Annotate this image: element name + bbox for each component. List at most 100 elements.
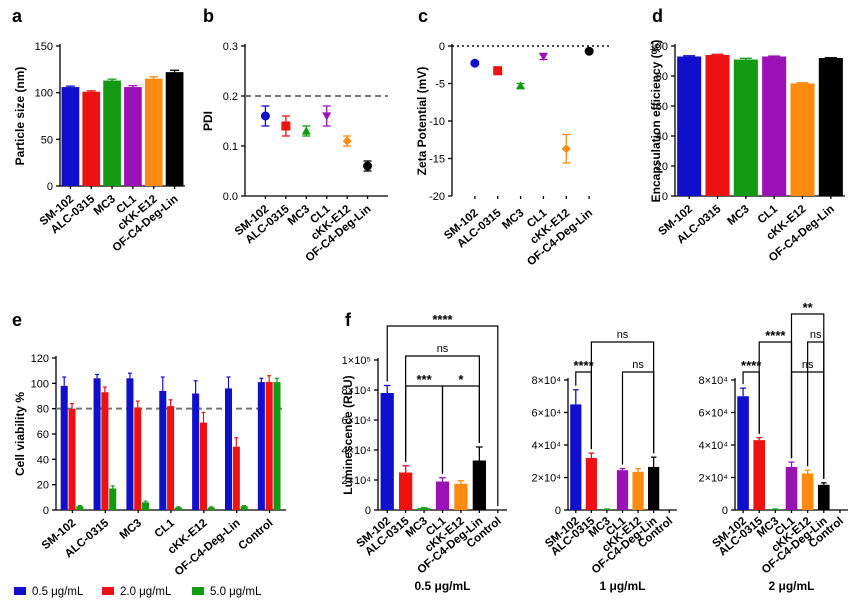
bar [762, 56, 787, 196]
group-label: 2 μg/mL [768, 579, 814, 593]
bar [232, 446, 240, 510]
y-tick-label: 60 [37, 429, 49, 441]
panel-label: a [12, 6, 23, 26]
data-point [342, 136, 352, 146]
y-tick-label: 4×10⁴ [341, 445, 371, 457]
y-tick-label: 40 [37, 454, 49, 466]
significance-bracket [807, 341, 825, 479]
bar [60, 385, 68, 510]
legend-swatch [102, 587, 114, 595]
bar [753, 440, 766, 510]
bar [207, 507, 215, 510]
y-tick-label: 100 [35, 88, 53, 100]
legend-label: 0.5 μg/mL [32, 586, 84, 598]
bar [399, 472, 413, 510]
group-label: 1 μg/mL [599, 579, 645, 593]
significance-label: ns [810, 329, 822, 341]
bar [103, 80, 121, 186]
y-tick-label: 40 [656, 131, 668, 143]
bar [199, 422, 207, 510]
bar [801, 473, 814, 510]
y-tick-label: 8×10⁴ [531, 375, 561, 387]
bar [616, 470, 629, 510]
significance-bracket [405, 385, 444, 474]
data-point [538, 52, 548, 61]
bar [273, 382, 281, 510]
y-tick-label: -5 [435, 79, 445, 91]
legend-label: 5.0 μg/mL [210, 586, 262, 598]
y-tick-label: 150 [35, 41, 53, 53]
y-axis-label: PDI [201, 111, 215, 131]
bar [61, 87, 80, 186]
significance-label: ** [803, 300, 814, 315]
bar [167, 406, 175, 510]
bar [818, 58, 843, 196]
bar [76, 506, 84, 510]
y-tick-label: 4×10⁴ [698, 440, 728, 452]
y-tick-label: 6×10⁴ [531, 408, 561, 420]
bar [648, 466, 660, 510]
legend-swatch [14, 587, 26, 595]
bar [240, 506, 248, 510]
bar [472, 460, 486, 510]
bar [159, 390, 167, 510]
y-tick-label: 50 [41, 134, 53, 146]
data-point [363, 161, 373, 171]
bar [417, 508, 431, 510]
y-tick-label: 2×10⁴ [341, 475, 371, 487]
bar [380, 393, 394, 510]
data-point [561, 144, 571, 154]
bar [632, 471, 644, 510]
y-tick-label: 100 [31, 378, 49, 390]
y-axis-label: Cell viability % [13, 392, 27, 476]
legend-swatch [192, 587, 204, 595]
panel-label: e [12, 310, 22, 330]
y-tick-label: 120 [31, 353, 49, 365]
data-point [301, 126, 311, 135]
bar [144, 78, 163, 186]
significance-label: ns [632, 359, 644, 371]
y-tick-label: 80 [656, 71, 668, 83]
y-tick-label: 0.1 [223, 141, 238, 153]
bar [585, 458, 597, 510]
y-tick-label: -10 [429, 116, 445, 128]
y-tick-label: 2×10⁴ [531, 473, 561, 485]
bar [68, 408, 76, 510]
significance-label: **** [573, 358, 594, 373]
bar [224, 388, 233, 510]
bar [142, 502, 150, 510]
y-axis-label: Particle size (nm) [13, 67, 27, 166]
bar [165, 72, 184, 186]
significance-label: **** [765, 328, 786, 343]
bar [192, 393, 200, 510]
panel-label: f [345, 310, 352, 330]
significance-bracket [386, 325, 499, 506]
y-tick-label: 0 [47, 181, 53, 193]
significance-label: **** [432, 312, 453, 327]
significance-label: ns [437, 343, 449, 355]
data-point [584, 46, 594, 56]
bar [737, 396, 749, 510]
bar [82, 91, 101, 186]
y-tick-label: 4×10⁴ [531, 440, 561, 452]
bar [435, 481, 450, 510]
significance-label: ns [617, 329, 629, 341]
y-tick-label: 2×10⁴ [698, 473, 728, 485]
significance-label: *** [416, 372, 432, 387]
x-tick-label: MC3 [500, 207, 526, 232]
y-tick-label: 0.3 [223, 41, 238, 53]
data-point [322, 112, 332, 121]
bar [109, 488, 117, 510]
bar [101, 392, 109, 510]
bar [785, 466, 798, 510]
significance-label: * [458, 372, 464, 387]
y-tick-label: 6×10⁴ [698, 408, 728, 420]
x-tick-label: CL1 [153, 517, 178, 541]
y-tick-label: -20 [429, 191, 445, 203]
x-tick-label: MC3 [286, 203, 312, 228]
legend-label: 2.0 μg/mL [120, 586, 172, 598]
bar [790, 83, 815, 196]
y-tick-label: 1×10⁵ [342, 355, 371, 367]
bar [126, 378, 134, 510]
